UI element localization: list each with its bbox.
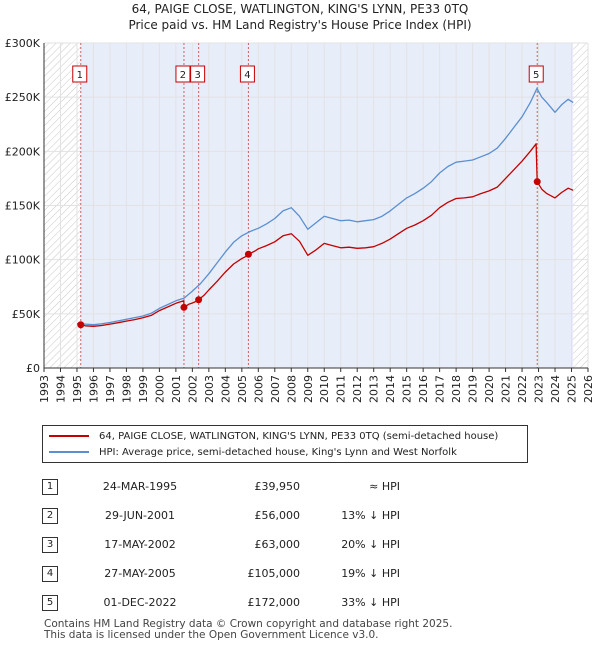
sale-hpi-comparison: 13% ↓ HPI	[341, 509, 400, 522]
x-tick-label: 2007	[269, 375, 282, 403]
x-tick-label: 1997	[104, 375, 117, 403]
sale-marker-label: 3	[194, 70, 200, 81]
x-tick-label: 2012	[351, 375, 364, 403]
y-tick-label: £0	[26, 362, 40, 375]
x-tick-label: 2005	[236, 375, 249, 403]
x-tick-label: 1996	[87, 375, 100, 403]
sale-hpi-comparison: ≈ HPI	[369, 480, 400, 493]
x-tick-label: 2018	[450, 375, 463, 403]
sale-number-badge: 5	[42, 594, 58, 611]
x-tick-label: 1998	[120, 375, 133, 403]
x-tick-label: 2010	[318, 375, 331, 403]
sale-point	[533, 178, 541, 186]
sales-table-row: 2 29-JUN-2001 £56,000 13% ↓ HPI	[42, 501, 400, 530]
legend-label-property: 64, PAIGE CLOSE, WATLINGTON, KING'S LYNN…	[99, 430, 499, 442]
legend-item-hpi: HPI: Average price, semi-detached house,…	[49, 445, 457, 459]
sale-number-badge: 3	[42, 536, 58, 553]
sale-marker-label: 2	[180, 70, 186, 81]
sale-date: 17-MAY-2002	[104, 538, 176, 551]
x-tick-label: 2004	[219, 375, 232, 403]
sale-price: £63,000	[254, 538, 301, 551]
x-tick-label: 2014	[384, 375, 397, 403]
x-tick-label: 2013	[368, 375, 381, 403]
y-tick-label: £250K	[5, 91, 41, 104]
x-tick-label: 2003	[203, 375, 216, 403]
y-tick-label: £200K	[5, 145, 41, 158]
x-tick-label: 2011	[335, 375, 348, 403]
sales-table-row: 5 01-DEC-2022 £172,000 33% ↓ HPI	[42, 588, 400, 617]
chart-title: 64, PAIGE CLOSE, WATLINGTON, KING'S LYNN…	[131, 2, 469, 16]
sale-date: 29-JUN-2001	[104, 509, 176, 522]
sale-price: £172,000	[247, 596, 301, 609]
sale-hpi-comparison: 20% ↓ HPI	[341, 538, 400, 551]
sale-number-badge: 1	[42, 478, 58, 495]
y-tick-label: £300K	[5, 37, 41, 50]
sales-table-row: 3 17-MAY-2002 £63,000 20% ↓ HPI	[42, 530, 400, 559]
x-tick-label: 1994	[54, 375, 67, 403]
x-tick-label: 2025	[566, 375, 579, 403]
sale-number-badge: 2	[42, 507, 58, 524]
x-tick-label: 2023	[533, 375, 546, 403]
x-tick-label: 2001	[170, 375, 183, 403]
x-tick-label: 1995	[71, 375, 84, 403]
sale-marker-label: 1	[77, 70, 83, 81]
sale-price: £39,950	[254, 480, 301, 493]
sale-date: 27-MAY-2005	[104, 567, 176, 580]
sales-table-row: 4 27-MAY-2005 £105,000 19% ↓ HPI	[42, 559, 400, 588]
x-tick-label: 2026	[582, 375, 595, 403]
footer: Contains HM Land Registry data © Crown c…	[44, 619, 452, 641]
sale-point	[77, 321, 85, 329]
y-tick-label: £100K	[5, 254, 41, 267]
legend-item-property: 64, PAIGE CLOSE, WATLINGTON, KING'S LYNN…	[49, 429, 498, 443]
x-tick-label: 2020	[483, 375, 496, 403]
x-tick-label: 2002	[186, 375, 199, 403]
hpi-series-line	[76, 87, 574, 326]
sale-marker-label: 4	[244, 70, 250, 81]
x-tick-label: 1993	[38, 375, 51, 403]
sale-marker-box	[528, 65, 544, 83]
y-tick-label: £150K	[5, 200, 41, 213]
x-tick-label: 2019	[467, 375, 480, 403]
legend-label-hpi: HPI: Average price, semi-detached house,…	[99, 446, 457, 458]
legend-swatch-hpi	[49, 451, 89, 453]
x-tick-label: 2022	[516, 375, 529, 403]
sale-marker-box	[175, 65, 191, 83]
sale-point	[195, 296, 203, 304]
x-tick-label: 2017	[434, 375, 447, 403]
footer-copyright: Contains HM Land Registry data © Crown c…	[44, 618, 453, 630]
x-tick-label: 2024	[549, 375, 562, 403]
chart-legend: 64, PAIGE CLOSE, WATLINGTON, KING'S LYNN…	[42, 425, 528, 463]
footer-licence: This data is licensed under the Open Gov…	[44, 629, 379, 641]
sale-point	[244, 250, 252, 258]
chart-subtitle: Price paid vs. HM Land Registry's House …	[128, 18, 472, 32]
sale-marker-box	[190, 65, 206, 83]
sales-table: 1 24-MAR-1995 £39,950 ≈ HPI 2 29-JUN-2001 £56,…	[42, 472, 400, 617]
x-tick-label: 2016	[417, 375, 430, 403]
x-tick-label: 2008	[285, 375, 298, 403]
legend-swatch-property	[49, 435, 89, 437]
x-tick-label: 2009	[302, 375, 315, 403]
x-tick-label: 2015	[401, 375, 414, 403]
y-tick-label: £50K	[12, 308, 41, 321]
x-tick-label: 1999	[137, 375, 150, 403]
sales-table-row: 1 24-MAR-1995 £39,950 ≈ HPI	[42, 472, 400, 501]
x-tick-label: 2006	[252, 375, 265, 403]
sale-date: 01-DEC-2022	[103, 596, 177, 609]
sale-point	[180, 303, 188, 311]
sale-price: £56,000	[254, 509, 301, 522]
sale-price: £105,000	[247, 567, 301, 580]
property-series-line	[80, 143, 574, 327]
sale-hpi-comparison: 19% ↓ HPI	[341, 567, 400, 580]
sale-number-badge: 4	[42, 565, 58, 582]
sale-date: 24-MAR-1995	[102, 480, 178, 493]
x-tick-label: 2000	[153, 375, 166, 403]
sale-hpi-comparison: 33% ↓ HPI	[341, 596, 400, 609]
x-tick-label: 2021	[500, 375, 513, 403]
sale-marker-box	[239, 65, 255, 83]
sale-marker-label: 5	[533, 70, 539, 81]
sale-marker-box	[72, 65, 88, 83]
